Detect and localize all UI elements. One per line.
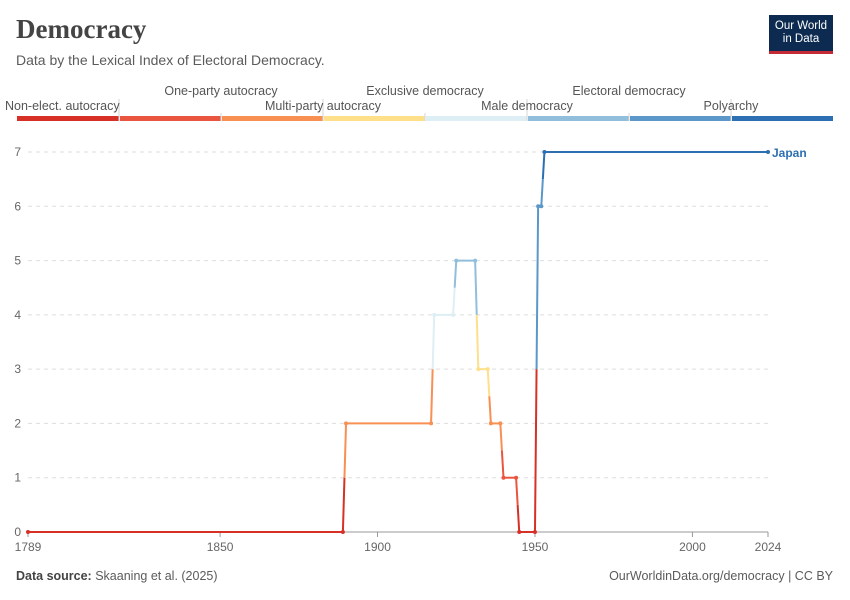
data-point xyxy=(454,258,459,263)
data-point xyxy=(429,421,434,426)
x-tick-label: 1789 xyxy=(15,540,42,554)
series-segment xyxy=(343,423,348,478)
data-point xyxy=(501,475,506,480)
data-point xyxy=(488,421,493,426)
legend-swatch xyxy=(324,116,425,121)
legend-swatch xyxy=(426,116,527,121)
series-segment xyxy=(341,477,346,533)
y-tick-label: 5 xyxy=(14,254,21,268)
series-segment xyxy=(430,369,434,424)
series-segment xyxy=(452,287,456,315)
legend-label: Electoral democracy xyxy=(572,84,686,98)
legend-label: Multi-party autocracy xyxy=(265,99,382,113)
data-source-label: Data source: xyxy=(16,569,92,583)
y-tick-label: 3 xyxy=(14,362,21,376)
series-label-japan: Japan xyxy=(772,146,807,160)
legend-swatch xyxy=(222,116,323,121)
data-source-text: Skaaning et al. (2025) xyxy=(95,569,218,583)
series-segment xyxy=(475,314,480,370)
chart-subtitle: Data by the Lexical Index of Electoral D… xyxy=(16,52,325,68)
legend-label: Non-elect. autocracy xyxy=(5,99,120,113)
series-segment xyxy=(540,179,544,207)
y-tick-label: 1 xyxy=(14,471,21,485)
chart-title: Democracy xyxy=(16,14,147,44)
data-point xyxy=(344,421,349,426)
owid-logo[interactable]: Our World in Data xyxy=(769,15,833,54)
data-point xyxy=(340,530,345,534)
legend-label: Polyarchy xyxy=(704,99,760,113)
x-tick-label: 2000 xyxy=(679,540,706,554)
series-segment xyxy=(453,260,458,288)
legend-swatch xyxy=(120,116,221,121)
data-source-note: Data source: Skaaning et al. (2025) xyxy=(16,569,218,583)
series-segment xyxy=(486,369,491,397)
legend-label: Exclusive democracy xyxy=(366,84,484,98)
data-point xyxy=(498,421,503,426)
data-point xyxy=(473,258,478,263)
data-point xyxy=(539,204,544,209)
data-point xyxy=(432,312,437,317)
chart-grid xyxy=(28,151,768,479)
legend-label: Male democracy xyxy=(481,99,573,113)
x-tick-label: 1950 xyxy=(522,540,549,554)
x-tick-label: 1900 xyxy=(364,540,391,554)
y-tick-label: 2 xyxy=(14,416,21,430)
series-segment xyxy=(499,423,503,451)
series-segment xyxy=(474,260,478,315)
series-segment xyxy=(431,314,436,370)
data-point xyxy=(536,204,541,209)
logo-line-1: Our World xyxy=(774,20,828,32)
series-segment xyxy=(500,450,505,478)
data-point xyxy=(766,150,770,154)
series-segment xyxy=(541,151,546,180)
source-url-link[interactable]: OurWorldinData.org/democracy | CC BY xyxy=(609,569,833,583)
data-point xyxy=(26,530,30,534)
series-segment xyxy=(533,369,538,533)
y-tick-label: 7 xyxy=(14,145,21,159)
data-point xyxy=(476,367,481,372)
series-layer: Japan xyxy=(26,146,807,534)
data-point xyxy=(542,150,547,154)
data-point xyxy=(451,312,456,317)
data-point xyxy=(514,475,519,480)
series-segment xyxy=(516,504,521,533)
x-tick-label: 1850 xyxy=(207,540,234,554)
y-tick-label: 4 xyxy=(14,308,21,322)
legend-label: One-party autocracy xyxy=(164,84,278,98)
legend-swatch xyxy=(17,116,119,121)
series-segment xyxy=(535,206,540,370)
x-axis: 1789 1850 1900 1950 2000 2024 xyxy=(15,531,782,554)
data-point xyxy=(532,530,537,534)
logo-line-2: in Data xyxy=(782,33,820,45)
y-axis: 0 1 2 3 4 5 6 7 xyxy=(14,145,21,539)
legend-swatch xyxy=(732,116,833,121)
x-tick-label: 2024 xyxy=(755,540,782,554)
y-tick-label: 6 xyxy=(14,199,21,213)
legend-swatch xyxy=(630,116,731,121)
data-point xyxy=(485,367,490,372)
series-segment xyxy=(515,477,519,505)
legend-swatch xyxy=(528,116,629,121)
y-tick-label: 0 xyxy=(14,525,21,539)
data-point xyxy=(517,530,522,534)
series-segment xyxy=(488,396,492,424)
